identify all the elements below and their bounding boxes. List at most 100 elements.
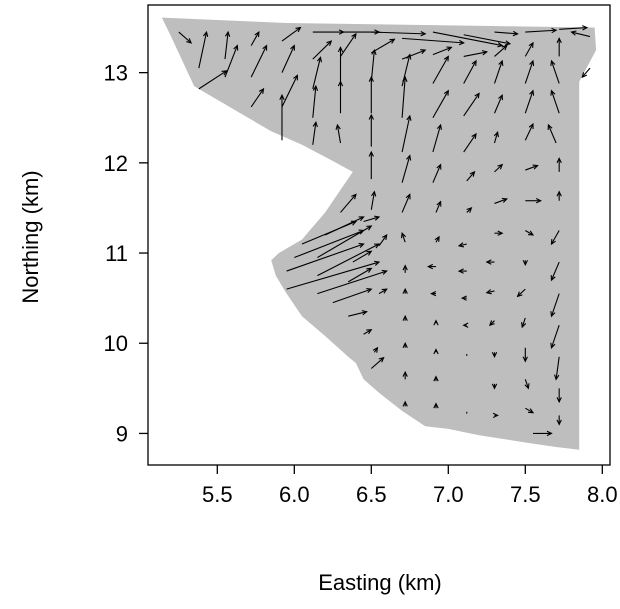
vector-arrow xyxy=(556,157,562,172)
vector-arrow xyxy=(312,84,319,118)
vector-arrow xyxy=(460,295,467,301)
vector-arrow xyxy=(491,383,498,390)
vector-arrow xyxy=(457,242,467,248)
vector-arrow xyxy=(494,197,509,204)
vector-arrow xyxy=(547,123,557,144)
vector-arrow xyxy=(550,293,560,318)
vector-arrow xyxy=(340,193,357,213)
vector-arrow xyxy=(494,230,504,236)
water-region-layer xyxy=(161,17,597,450)
x-axis: 5.5 6.0 6.5 7.0 7.5 8.0 xyxy=(202,465,618,507)
vector-arrow xyxy=(368,75,374,114)
vector-arrow xyxy=(559,25,589,31)
vector-arrow xyxy=(433,348,439,355)
vector-arrow xyxy=(402,400,408,407)
water-region xyxy=(161,17,597,450)
vector-arrow xyxy=(402,287,408,294)
vector-arrow xyxy=(368,113,374,147)
vector-arrow xyxy=(463,132,477,153)
vector-arrow xyxy=(378,288,388,295)
vector-arrow xyxy=(524,41,534,57)
vector-arrow xyxy=(550,230,560,246)
vector-arrow xyxy=(337,80,344,114)
vector-arrow xyxy=(435,200,442,213)
vector-arrow xyxy=(371,31,427,37)
x-tick-label: 7.0 xyxy=(433,482,464,507)
vector-arrow xyxy=(324,216,365,236)
vector-arrow xyxy=(463,34,512,46)
vector-arrow xyxy=(433,402,439,409)
vector-arrow xyxy=(434,235,440,243)
vector-arrow xyxy=(372,346,379,353)
vector-field-layer xyxy=(178,25,591,437)
vector-arrow xyxy=(524,89,535,114)
vector-arrow xyxy=(432,31,504,48)
plot-area-frame xyxy=(147,4,611,466)
vector-arrow xyxy=(224,30,231,60)
vector-arrow xyxy=(463,50,489,57)
y-tick-label: 9 xyxy=(116,421,128,446)
vector-arrow xyxy=(401,114,412,153)
vector-arrow xyxy=(463,92,480,117)
vector-arrow xyxy=(281,74,298,108)
y-axis: 9 10 11 12 13 xyxy=(104,61,148,446)
vector-arrow xyxy=(401,193,411,213)
vector-arrow xyxy=(524,59,535,84)
vector-arrow xyxy=(494,44,508,57)
vector-arrow xyxy=(198,70,228,90)
vector-arrow xyxy=(281,26,302,42)
vector-arrow xyxy=(554,356,560,381)
vector-arrow xyxy=(250,30,260,46)
vector-arrow xyxy=(317,225,373,259)
vector-arrow xyxy=(332,288,373,304)
vector-arrow xyxy=(556,37,562,57)
x-tick-label: 6.0 xyxy=(279,482,310,507)
vector-arrow xyxy=(432,123,443,153)
vector-arrow xyxy=(402,314,408,321)
vector-arrow xyxy=(525,230,535,236)
vector-arrow xyxy=(402,341,408,348)
vector-arrow xyxy=(402,37,465,46)
vector-arrow xyxy=(250,87,265,108)
vector-arrow xyxy=(485,289,495,295)
vector-arrow xyxy=(556,388,562,404)
vector-arrow xyxy=(279,93,285,141)
vector-arrow xyxy=(250,44,268,78)
vector-arrow xyxy=(491,352,498,359)
vector-arrow xyxy=(521,317,527,329)
vector-arrow xyxy=(402,370,408,380)
y-tick-label: 10 xyxy=(104,331,128,356)
vector-arrow xyxy=(178,31,193,44)
x-tick-label: 8.0 xyxy=(587,482,618,507)
vector-arrow xyxy=(378,233,388,247)
vector-arrow xyxy=(337,46,344,84)
vector-arrow xyxy=(570,30,591,38)
y-tick-label: 13 xyxy=(104,61,128,86)
vector-arrow xyxy=(370,48,377,82)
y-tick-label: 11 xyxy=(105,241,128,266)
vector-arrow xyxy=(224,44,239,78)
vector-arrow xyxy=(466,170,476,182)
vector-arrow xyxy=(525,164,539,171)
vector-arrow xyxy=(525,407,535,414)
vector-arrow xyxy=(556,415,562,426)
vector-arrow xyxy=(370,356,385,369)
vector-arrow xyxy=(432,89,449,119)
y-tick-label: 12 xyxy=(104,151,128,176)
vector-arrow xyxy=(524,379,530,390)
vector-arrow xyxy=(433,319,439,326)
vector-arrow xyxy=(524,122,534,141)
vector-arrow xyxy=(522,347,528,363)
vector-arrow xyxy=(533,430,553,437)
vector-arrow xyxy=(363,329,373,335)
vector-arrow xyxy=(432,163,442,183)
vector-arrow xyxy=(525,198,542,204)
vector-arrow xyxy=(312,56,323,90)
vector-arrow xyxy=(312,40,333,60)
vector-arrow xyxy=(312,121,318,145)
vector-arrow xyxy=(466,207,473,213)
vector-arrow xyxy=(368,150,374,180)
vector-arrow xyxy=(492,412,499,419)
x-tick-label: 6.5 xyxy=(356,482,387,507)
